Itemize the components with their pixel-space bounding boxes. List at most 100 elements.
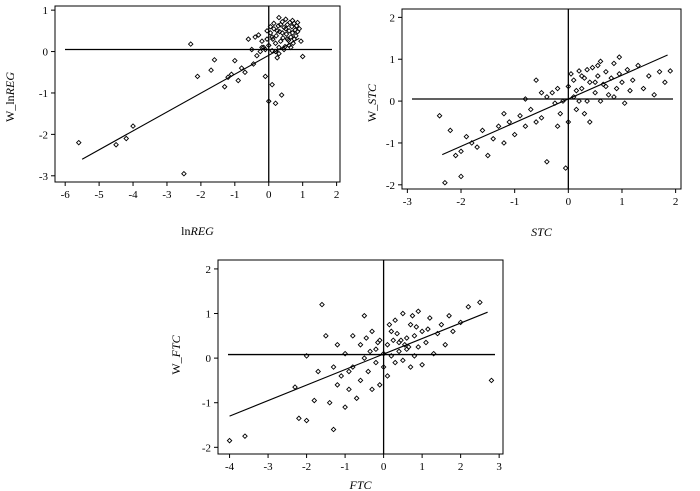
data-point (570, 94, 577, 100)
data-point (349, 332, 356, 339)
data-point (576, 68, 582, 74)
data-point (274, 28, 281, 34)
data-point (407, 364, 414, 370)
data-point (527, 106, 534, 113)
data-point (419, 328, 425, 335)
data-point (291, 36, 298, 42)
x-tick-label: -2 (456, 196, 465, 208)
data-point (287, 44, 294, 51)
data-point (361, 355, 368, 361)
data-point (442, 341, 449, 348)
data-point (629, 77, 636, 83)
data-point (616, 71, 623, 77)
data-point (294, 19, 301, 26)
x-axis-title: FTC (348, 478, 372, 491)
data-point (281, 46, 287, 53)
x-tick-label: -1 (341, 461, 350, 473)
data-point (522, 123, 529, 130)
x-axis-title-italic: REG (190, 224, 215, 238)
data-point (264, 28, 270, 34)
x-tick-label: 0 (266, 189, 272, 201)
x-tick-label: 1 (619, 196, 625, 208)
data-point (380, 364, 387, 370)
plot-frame (54, 5, 341, 183)
data-point (611, 60, 617, 67)
data-point (386, 321, 393, 328)
data-point (517, 112, 523, 119)
data-point (479, 127, 486, 134)
x-tick-label: -1 (510, 196, 519, 208)
data-point (276, 44, 282, 51)
data-point (353, 395, 360, 402)
data-point (194, 73, 201, 80)
data-point (252, 34, 259, 40)
data-point (346, 386, 352, 393)
data-point (621, 100, 628, 107)
x-tick-label: -4 (225, 461, 235, 473)
data-point (619, 79, 625, 86)
data-point (552, 100, 558, 107)
y-tick-label: 1 (390, 54, 396, 66)
data-point (463, 133, 470, 140)
data-point (394, 330, 400, 337)
regression-line (229, 311, 488, 417)
data-point (285, 37, 292, 44)
data-point (280, 35, 286, 41)
data-point (392, 359, 398, 366)
data-point (423, 339, 429, 346)
data-point (396, 348, 402, 355)
data-point (570, 77, 577, 83)
data-point (562, 165, 569, 171)
data-point (269, 34, 275, 40)
data-point (242, 69, 248, 76)
data-point (485, 152, 491, 159)
data-point (264, 36, 270, 42)
data-point (274, 54, 281, 61)
data-point (271, 25, 277, 32)
data-point (273, 32, 280, 39)
data-point (369, 328, 375, 335)
data-point (419, 361, 425, 368)
y-tick-label: 0 (390, 96, 396, 108)
data-point (272, 48, 279, 55)
data-point (597, 58, 604, 65)
y-axis-title: W_STC (365, 83, 379, 122)
data-point (278, 92, 285, 98)
data-point (595, 62, 601, 69)
data-point (586, 79, 593, 86)
data-point (565, 83, 572, 90)
data-point (284, 36, 291, 42)
data-point (384, 341, 391, 348)
data-point (369, 386, 375, 393)
data-point (231, 57, 238, 64)
data-point (640, 85, 647, 92)
data-point (282, 16, 289, 23)
data-point (544, 94, 550, 100)
data-point (277, 21, 284, 28)
data-point (400, 357, 406, 364)
data-point (376, 382, 383, 388)
data-point (315, 368, 321, 375)
data-point (208, 67, 214, 74)
data-point (296, 415, 302, 422)
data-point (400, 310, 406, 317)
data-point (326, 399, 333, 406)
data-point (554, 85, 561, 92)
y-tick-label: -2 (202, 442, 211, 454)
data-point (113, 141, 119, 148)
x-tick-label: 1 (419, 461, 425, 473)
data-point (267, 30, 274, 36)
y-tick-label: 1 (206, 309, 212, 321)
data-point (667, 68, 674, 74)
data-point (235, 77, 242, 84)
data-point (262, 46, 269, 53)
data-point (407, 321, 414, 328)
data-point (293, 23, 300, 29)
data-point (501, 140, 507, 146)
data-point (608, 75, 615, 81)
data-point (330, 426, 337, 433)
data-point (565, 119, 572, 125)
y-tick-label: 0 (206, 353, 212, 365)
data-point (303, 353, 310, 359)
